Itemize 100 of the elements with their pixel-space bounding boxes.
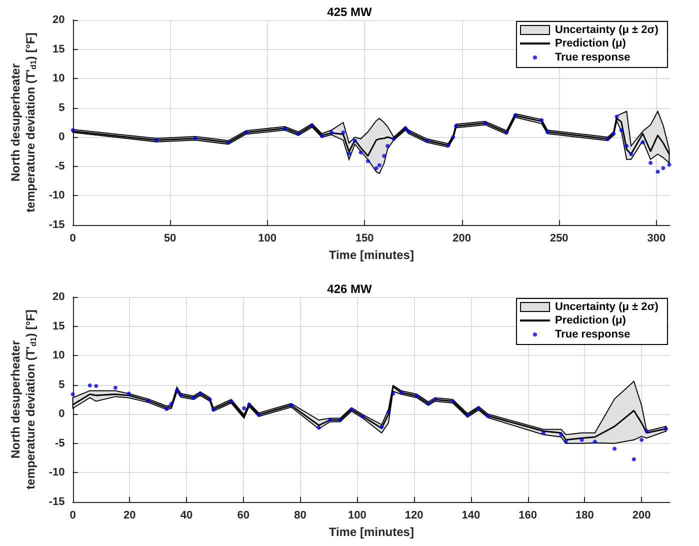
point [70, 128, 75, 132]
point [612, 132, 616, 136]
point [446, 143, 450, 148]
point [193, 136, 198, 140]
y-tick-label: 10 [52, 350, 65, 362]
point [513, 113, 518, 118]
y-tick-label: 0 [58, 408, 65, 420]
point [349, 407, 354, 412]
x-tick-label: 200 [452, 232, 472, 244]
legend-label: Prediction (μ) [555, 38, 626, 50]
y-tick-label: -15 [48, 219, 65, 231]
x-tick-label: 0 [70, 510, 76, 522]
legend-label: True response [555, 328, 630, 340]
point [656, 170, 660, 174]
point [198, 392, 202, 396]
point [433, 398, 438, 402]
point [392, 136, 396, 141]
legend-label: Prediction (μ) [555, 314, 626, 326]
y-tick-label: 15 [52, 320, 65, 332]
y-axis-title: North desuperheater temperature deviation (T'd1) [°F] [8, 310, 38, 490]
point [648, 160, 653, 165]
point [247, 402, 252, 407]
point [282, 126, 287, 131]
point [374, 166, 378, 170]
point [540, 118, 544, 122]
point [399, 390, 404, 394]
point [619, 128, 624, 132]
point [94, 384, 98, 388]
x-tick-label: 100 [348, 510, 366, 522]
x-tick-label: 250 [550, 232, 568, 244]
point [640, 438, 644, 442]
point [403, 126, 408, 130]
point [580, 438, 584, 442]
y-tick-label: 10 [52, 72, 65, 85]
point [406, 130, 411, 134]
x-tick-label: 140 [462, 510, 480, 522]
point [667, 162, 672, 167]
x-tick-label: 0 [70, 232, 76, 244]
point [451, 135, 456, 140]
point [154, 138, 158, 142]
point [330, 130, 334, 134]
x-tick-label: 180 [576, 510, 594, 522]
x-tick-label: 120 [404, 510, 424, 522]
point [454, 124, 458, 128]
x-axis-title: Time [minutes] [328, 248, 414, 262]
point [450, 399, 455, 404]
annotation: Uncertainty (μ ± 2σ) [555, 301, 658, 313]
point [310, 123, 314, 128]
point [360, 414, 365, 418]
y-tick-label: 20 [52, 291, 65, 303]
x-tick-label: 300 [647, 232, 666, 244]
point [386, 144, 390, 148]
point [358, 150, 363, 154]
point [113, 386, 118, 390]
point [629, 152, 634, 156]
point [640, 140, 645, 144]
point [466, 413, 470, 418]
point [88, 383, 92, 388]
point [483, 121, 488, 126]
point [476, 406, 481, 410]
point [178, 392, 183, 397]
point [164, 406, 169, 411]
point [229, 399, 234, 404]
point [664, 426, 668, 431]
point [192, 396, 196, 400]
y-tick-label: -15 [48, 496, 65, 508]
point [624, 144, 629, 148]
point [426, 402, 430, 406]
point [347, 152, 352, 156]
point [606, 136, 610, 141]
point [256, 412, 261, 417]
y-axis-title: North desuperheater temperature deviation (T'd1) [°F] [8, 32, 38, 212]
point [541, 430, 546, 435]
point [146, 398, 150, 403]
point [169, 402, 174, 406]
y-tick-label: 0 [58, 131, 65, 144]
y-tick-label: 15 [52, 43, 65, 56]
point [338, 418, 342, 422]
x-axis-title: Time [minutes] [328, 524, 414, 539]
x-tick-label: 40 [180, 510, 193, 522]
point [391, 392, 396, 396]
y-tick-label: -10 [48, 190, 65, 202]
x-tick-label: 20 [124, 510, 136, 522]
point [316, 426, 321, 430]
point [341, 130, 346, 134]
point [486, 414, 490, 418]
point [320, 134, 324, 138]
point [632, 457, 636, 462]
annotation: Uncertainty (μ ± 2σ) [555, 24, 658, 36]
point [366, 159, 370, 164]
point [592, 440, 597, 444]
point [211, 407, 216, 412]
point [328, 418, 332, 422]
point [70, 392, 75, 396]
point [564, 440, 568, 444]
x-tick-label: 50 [164, 232, 176, 244]
point [559, 432, 564, 437]
chart-title: 426 MW [327, 282, 373, 296]
x-tick-label: 80 [294, 510, 306, 522]
y-tick-label: -5 [55, 160, 65, 172]
